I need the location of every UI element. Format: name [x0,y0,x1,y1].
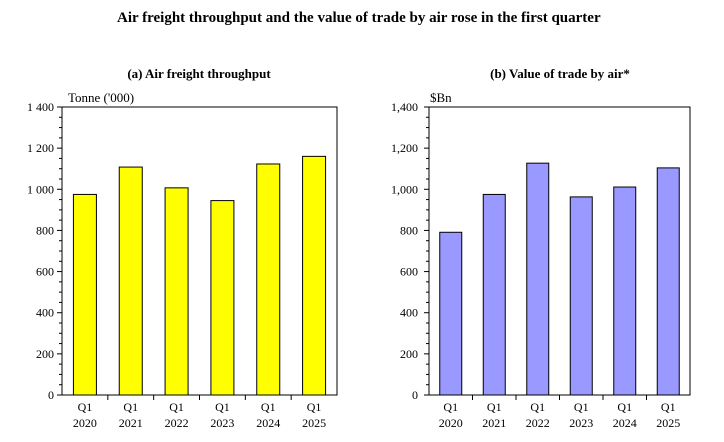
x-tick-label-quarter: Q1 [307,400,322,414]
x-tick-label-quarter: Q1 [530,400,545,414]
y-tick-label: 400 [36,306,54,320]
x-tick-label-quarter: Q1 [169,400,184,414]
y-tick-label: 200 [400,347,418,361]
x-tick-label-year: 2022 [526,416,550,430]
y-tick-label: 1,200 [391,141,418,155]
y-tick-label: 1,000 [391,182,418,196]
y-axis-label: $Bn [430,90,452,105]
y-tick-label: 800 [36,223,54,237]
x-tick-label-quarter: Q1 [215,400,230,414]
y-tick-label: 1,400 [391,100,418,114]
x-tick-label-year: 2022 [165,416,189,430]
y-axis-label: Tonne ('000) [68,90,134,105]
chart-title: (b) Value of trade by air* [490,66,630,81]
plot-frame [428,106,691,396]
bar [482,193,506,396]
x-tick-label-quarter: Q1 [487,400,502,414]
bar [656,167,680,396]
bar [613,186,637,396]
x-tick-label-year: 2021 [119,416,143,430]
bar [439,231,463,396]
x-tick-label-quarter: Q1 [78,400,93,414]
x-tick-label-quarter: Q1 [617,400,632,414]
y-tick-label: 1 400 [27,100,54,114]
x-tick-label-year: 2021 [482,416,506,430]
y-tick-label: 1 000 [27,182,54,196]
y-tick-label: 600 [400,265,418,279]
x-tick-label-year: 2025 [656,416,680,430]
y-tick-label: 0 [412,388,418,402]
bar [210,200,235,396]
chart-title: (a) Air freight throughput [127,66,271,81]
y-tick-label: 600 [36,265,54,279]
x-tick-label-year: 2024 [613,416,637,430]
x-tick-label-quarter: Q1 [661,400,676,414]
bar [164,187,189,396]
bar [256,163,281,396]
y-tick-label: 0 [48,388,54,402]
bar [72,193,97,396]
x-tick-label-year: 2023 [210,416,234,430]
y-tick-label: 200 [36,347,54,361]
x-tick-label-quarter: Q1 [443,400,458,414]
bar [526,162,550,396]
x-tick-label-year: 2023 [569,416,593,430]
chart-panel-a: (a) Air freight throughput Tonne ('000) 0 2… [27,66,338,430]
x-tick-label-year: 2024 [256,416,280,430]
x-tick-label-quarter: Q1 [261,400,276,414]
x-tick-label-year: 2025 [302,416,326,430]
y-tick-label: 400 [400,306,418,320]
bar [118,166,143,396]
bar [569,196,593,396]
bar [302,155,327,396]
x-tick-label-year: 2020 [73,416,97,430]
y-tick-label: 800 [400,223,418,237]
plot-frame [61,106,338,396]
x-tick-label-quarter: Q1 [574,400,589,414]
x-tick-label-year: 2020 [439,416,463,430]
main-title-text: Air freight throughput and the value of … [117,10,601,26]
y-tick-label: 1 200 [27,141,54,155]
chart-panel-b: (b) Value of trade by air* $Bn 0 200 400 600 8… [391,66,691,430]
x-tick-label-quarter: Q1 [123,400,138,414]
